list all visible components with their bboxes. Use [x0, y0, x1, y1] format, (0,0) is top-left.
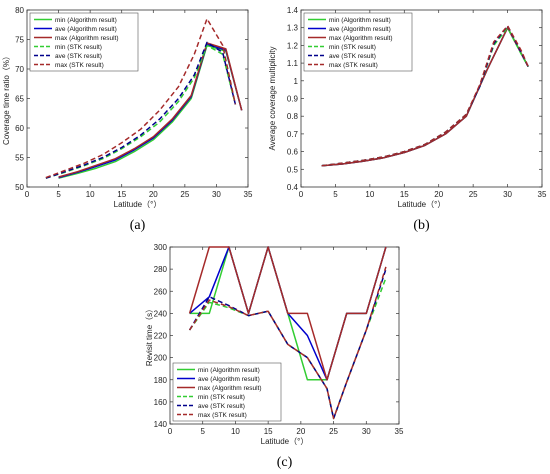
legend-entry: max (STK result): [55, 62, 104, 69]
legend-entry: ave (STK result): [198, 403, 245, 410]
x-tick-label: 5: [56, 190, 61, 199]
legend-entry: max (STK result): [198, 412, 247, 419]
legend-entry: ave (Algorithm result): [55, 26, 117, 33]
y-tick-label: 140: [154, 420, 168, 429]
y-tick-label: 65: [15, 95, 24, 104]
x-tick-label: 30: [212, 190, 221, 199]
x-tick-label: 20: [296, 427, 305, 436]
x-axis-label: Latitude（°）: [261, 437, 309, 446]
x-tick-label: 0: [299, 190, 304, 199]
x-tick-label: 30: [362, 427, 371, 436]
series-line-max-algorithm-result: [188, 246, 387, 381]
legend-entry: min (STK result): [198, 394, 245, 401]
x-tick-label: 25: [180, 190, 189, 199]
x-axis-label: Latitude（°）: [398, 200, 446, 209]
y-tick-label: 1.3: [287, 24, 299, 33]
y-axis-label: Average coverage multiplicity: [268, 47, 277, 151]
chart-panel-2: 0 5 10 15 20 25 30 35 140 160 180 200 220 240 260 280 30…: [145, 243, 404, 470]
x-tick-label: 0: [168, 427, 173, 436]
x-tick-label: 5: [200, 427, 205, 436]
legend-entry: max (Algorithm result): [55, 35, 119, 42]
y-tick-label: 1: [294, 77, 299, 86]
y-tick-label: 0.8: [287, 112, 299, 121]
y-tick-label: 180: [154, 376, 168, 385]
y-axis-label: Coverage time ratio（%）: [2, 52, 11, 145]
y-tick-label: 280: [154, 265, 168, 274]
y-tick-label: 50: [15, 183, 24, 192]
y-tick-label: 240: [154, 309, 168, 318]
y-tick-label: 1.2: [287, 41, 299, 50]
chart-panel-1: 0 5 10 15 20 25 30 35 0.4 0.5 0.6 0.7 0.8 0.9 1 1.1 1.2 1…: [268, 6, 547, 233]
y-tick-label: 0.5: [287, 165, 299, 174]
x-tick-label: 10: [231, 427, 240, 436]
y-tick-label: 0.6: [287, 148, 299, 157]
x-tick-label: 30: [503, 190, 512, 199]
x-axis-label: Latitude（°）: [114, 200, 162, 209]
y-tick-label: 0.7: [287, 130, 299, 139]
y-tick-label: 70: [15, 65, 24, 74]
y-tick-label: 1.1: [287, 59, 299, 68]
legend-entry: min (STK result): [55, 44, 102, 51]
legend-entry: ave (STK result): [329, 53, 376, 60]
x-tick-label: 35: [538, 190, 547, 199]
series-line-max-algorithm-result: [58, 42, 243, 178]
panel-label: (c): [277, 455, 293, 470]
series-line-ave-stk-result: [45, 41, 237, 179]
legend-box: [172, 362, 282, 422]
legend-entry: min (Algorithm result): [55, 17, 117, 24]
y-tick-label: 0.9: [287, 95, 299, 104]
x-tick-label: 10: [365, 190, 374, 199]
series-line-max-algorithm-result: [321, 26, 529, 167]
legend-box: [303, 12, 413, 72]
legend-entry: max (Algorithm result): [198, 385, 262, 392]
x-tick-label: 25: [469, 190, 478, 199]
legend-entry: max (STK result): [329, 62, 378, 69]
series-line-max-stk-result: [188, 266, 387, 420]
series-line-max-stk-result: [321, 25, 529, 167]
legend-entry: ave (STK result): [55, 53, 102, 60]
x-tick-label: 0: [25, 190, 30, 199]
x-tick-label: 35: [395, 427, 404, 436]
x-tick-label: 20: [434, 190, 443, 199]
legend-entry: ave (Algorithm result): [198, 376, 260, 383]
x-tick-label: 15: [400, 190, 409, 199]
legend-entry: min (Algorithm result): [329, 17, 391, 24]
series-line-max-stk-result: [45, 18, 237, 179]
y-tick-label: 300: [154, 243, 168, 252]
legend-box: [29, 12, 139, 72]
legend-entry: min (STK result): [329, 44, 376, 51]
panel-label: (a): [130, 218, 146, 233]
x-tick-label: 25: [329, 427, 338, 436]
legend-entry: max (Algorithm result): [329, 35, 393, 42]
y-tick-label: 1.4: [287, 6, 299, 15]
series-line-min-algorithm-result: [58, 44, 243, 179]
y-tick-label: 80: [15, 6, 24, 15]
y-axis-label: Revisit time（s）: [145, 305, 154, 366]
y-tick-label: 200: [154, 354, 168, 363]
y-tick-label: 160: [154, 398, 168, 407]
x-tick-label: 20: [149, 190, 158, 199]
y-tick-label: 55: [15, 154, 24, 163]
legend-entry: min (Algorithm result): [198, 367, 260, 374]
x-tick-label: 15: [117, 190, 126, 199]
x-tick-label: 35: [244, 190, 253, 199]
y-tick-label: 0.4: [287, 183, 299, 192]
x-tick-label: 15: [264, 427, 273, 436]
y-tick-label: 260: [154, 287, 168, 296]
x-tick-label: 5: [333, 190, 338, 199]
panel-label: (b): [413, 218, 430, 233]
x-tick-label: 10: [86, 190, 95, 199]
chart-panel-0: 0 5 10 15 20 25 30 35 50 55 60 65 70 75 80 Latitude（°） C…: [2, 6, 253, 233]
y-tick-label: 60: [15, 124, 24, 133]
legend-entry: ave (Algorithm result): [329, 26, 391, 33]
y-tick-label: 75: [15, 36, 24, 45]
y-tick-label: 220: [154, 332, 168, 341]
